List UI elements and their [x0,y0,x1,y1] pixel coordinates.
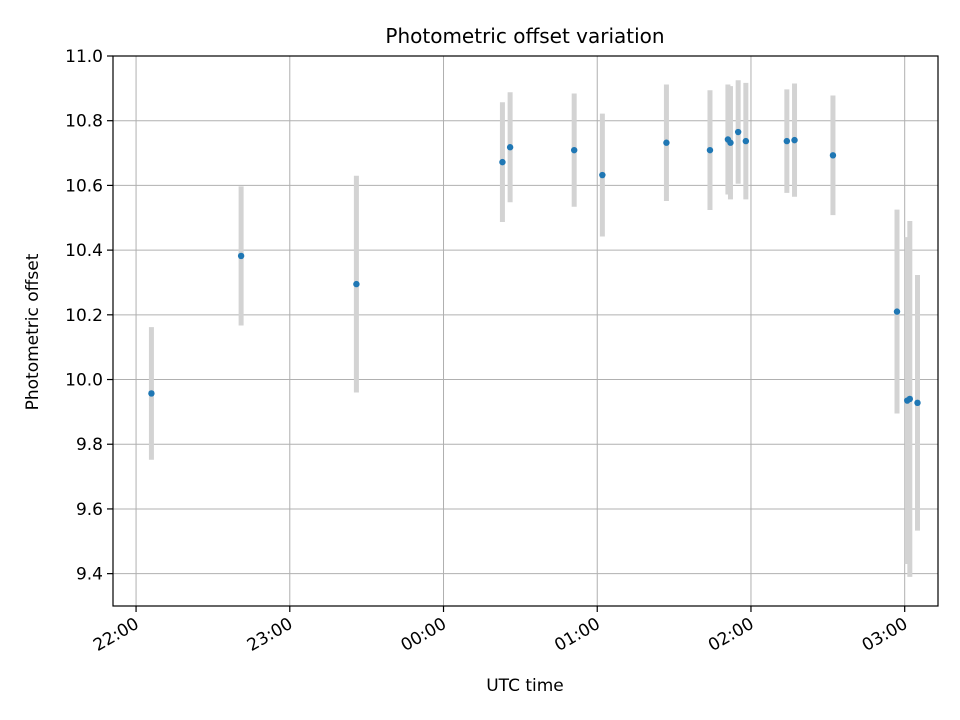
data-point [353,280,360,288]
data-point [237,252,245,260]
data-point [727,139,734,146]
y-tick-label: 11.0 [65,47,103,67]
y-tick-label: 10.6 [65,176,103,196]
data-point [829,152,837,159]
data-point [791,136,798,144]
grid-layer [113,55,938,606]
data-point [906,395,914,403]
x-tick-label: 01:00 [551,614,603,656]
y-tick-label: 9.4 [76,565,103,585]
y-axis-ticks: 9.4 9.6 9.8 10.0 10.2 10.4 10.6 10.8 11.0 [65,47,113,585]
y-tick-label: 10.2 [65,306,103,326]
data-point [570,146,578,154]
y-tick-label: 9.6 [76,500,103,520]
plot-frame [112,55,939,607]
y-axis-label: Photometric offset [23,253,43,410]
x-axis-label: UTC time [486,676,564,696]
x-axis-ticks: 22:00 23:00 00:00 01:00 02:00 03:00 [90,606,911,656]
x-tick-label: 23:00 [244,614,296,656]
data-point [148,390,155,397]
data-point [499,158,506,166]
y-tick-label: 10.0 [65,371,103,391]
data-point [783,137,791,145]
x-tick-label: 02:00 [705,614,757,656]
data-point [742,137,750,145]
y-tick-label: 9.8 [76,435,103,455]
errorbar-layer [148,80,921,577]
data-point [663,139,670,146]
y-tick-label: 10.8 [65,112,103,132]
chart-title: Photometric offset variation [385,24,664,48]
data-point [893,308,901,315]
data-point [706,146,714,154]
x-tick-label: 22:00 [90,614,142,656]
x-tick-label: 00:00 [398,614,450,656]
y-tick-label: 10.4 [65,241,103,261]
data-point [599,171,606,179]
data-point [914,399,921,407]
point-layer [148,128,921,407]
data-point [734,128,742,136]
x-tick-label: 03:00 [859,614,911,656]
data-point [506,144,514,151]
